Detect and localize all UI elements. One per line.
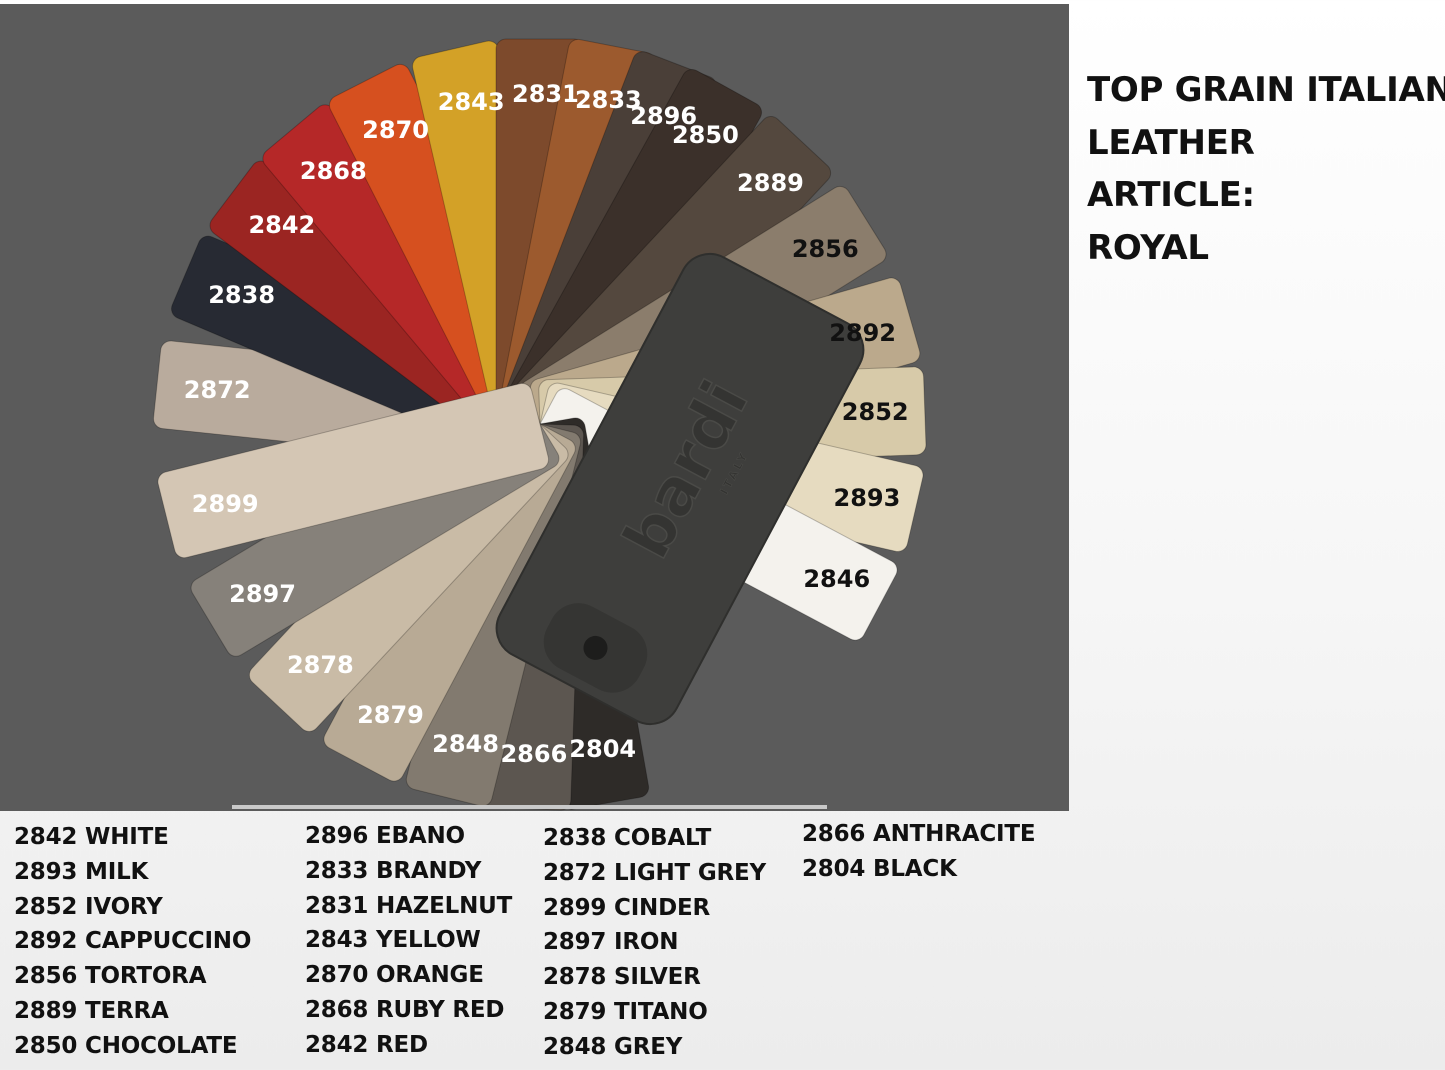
legend-item: 2872 LIGHT GREY <box>543 859 767 886</box>
heading-line-2: LEATHER <box>1087 122 1255 163</box>
swatch-fan: bardi ITALY <box>153 38 927 811</box>
swatch-label-2852: 2852 <box>841 398 909 427</box>
swatch-label-2866: 2866 <box>500 739 568 768</box>
legend-item: 2804 BLACK <box>802 855 957 882</box>
legend-item: 2842 RED <box>305 1031 428 1058</box>
heading-line-1: TOP GRAIN ITALIAN <box>1087 70 1445 110</box>
legend-item: 2856 TORTORA <box>14 963 207 990</box>
legend-item: 2868 RUBY RED <box>305 996 505 1023</box>
legend-column-1: 2842 WHITE 2893 MILK 2852 IVORY 2892 CAP… <box>14 820 251 1064</box>
page-heading: TOP GRAIN ITALIAN LEATHER ARTICLE: ROYAL <box>1087 64 1445 274</box>
photo-bottom-bar <box>232 805 827 809</box>
legend-item: 2842 WHITE <box>14 824 169 850</box>
swatch-label-2889: 2889 <box>737 168 804 197</box>
swatch-holder-tab: bardi ITALY <box>495 252 865 726</box>
legend-item: 2831 HAZELNUT <box>305 892 513 919</box>
leather-swatch-fan-photo: bardi ITALY 2872 2838 2842 2868 2870 2843 2831… <box>0 4 1069 811</box>
legend-item: 2852 IVORY <box>14 893 163 920</box>
swatch-label-2843: 2843 <box>437 88 505 117</box>
heading-line-4: ROYAL <box>1087 227 1209 268</box>
legend-item: 2870 ORANGE <box>305 962 484 989</box>
swatch-label-2879: 2879 <box>357 701 424 730</box>
legend-item: 2838 COBALT <box>543 825 712 851</box>
swatch-label-2870: 2870 <box>362 115 429 144</box>
rivet-icon <box>583 635 608 660</box>
legend-item: 2878 SILVER <box>543 964 701 991</box>
legend-column-2: 2896 EBANO 2833 BRANDY 2831 HAZELNUT 284… <box>305 819 512 1063</box>
swatch-label-2892: 2892 <box>829 319 896 348</box>
heading-line-3: ARTICLE: <box>1087 175 1255 215</box>
legend-item: 2899 CINDER <box>543 894 711 921</box>
legend-item: 2833 BRANDY <box>305 857 482 884</box>
legend-item: 2896 EBANO <box>305 823 465 849</box>
swatch-label-2831: 2831 <box>512 80 579 108</box>
swatch-label-2896: 2896 <box>630 101 698 130</box>
legend-item: 2848 GREY <box>543 1033 683 1060</box>
swatch-label-2868: 2868 <box>299 157 367 186</box>
swatch-label-2804: 2804 <box>569 734 637 763</box>
swatch-label-2848: 2848 <box>432 730 499 759</box>
legend-column-4: 2866 ANTHRACITE 2804 BLACK <box>802 817 1036 887</box>
legend-item: 2850 CHOCOLATE <box>14 1032 238 1059</box>
swatch-label-2897: 2897 <box>229 579 296 608</box>
legend-item: 2893 MILK <box>14 858 149 885</box>
legend-column-3: 2838 COBALT 2872 LIGHT GREY 2899 CINDER … <box>543 821 766 1065</box>
swatch-label-2872: 2872 <box>183 375 251 404</box>
legend-item: 2866 ANTHRACITE <box>802 821 1036 847</box>
legend-item: 2897 IRON <box>543 929 679 956</box>
swatch-label-2842: 2842 <box>248 211 316 240</box>
swatch-label-2856: 2856 <box>791 235 859 264</box>
swatch-label-2833: 2833 <box>574 86 642 115</box>
legend-item: 2889 TERRA <box>14 997 169 1024</box>
legend-item: 2892 CAPPUCCINO <box>14 928 252 955</box>
swatch-label-2850: 2850 <box>671 121 739 150</box>
swatch-2899 <box>157 382 550 559</box>
swatch-label-2878: 2878 <box>286 651 354 680</box>
legend-item: 2843 YELLOW <box>305 927 481 954</box>
swatch-label-2838: 2838 <box>208 281 276 310</box>
swatch-label-2893: 2893 <box>833 484 901 513</box>
swatch-label-2899: 2899 <box>191 489 259 518</box>
legend-item: 2879 TITANO <box>543 998 708 1025</box>
swatch-label-2846: 2846 <box>803 564 871 593</box>
